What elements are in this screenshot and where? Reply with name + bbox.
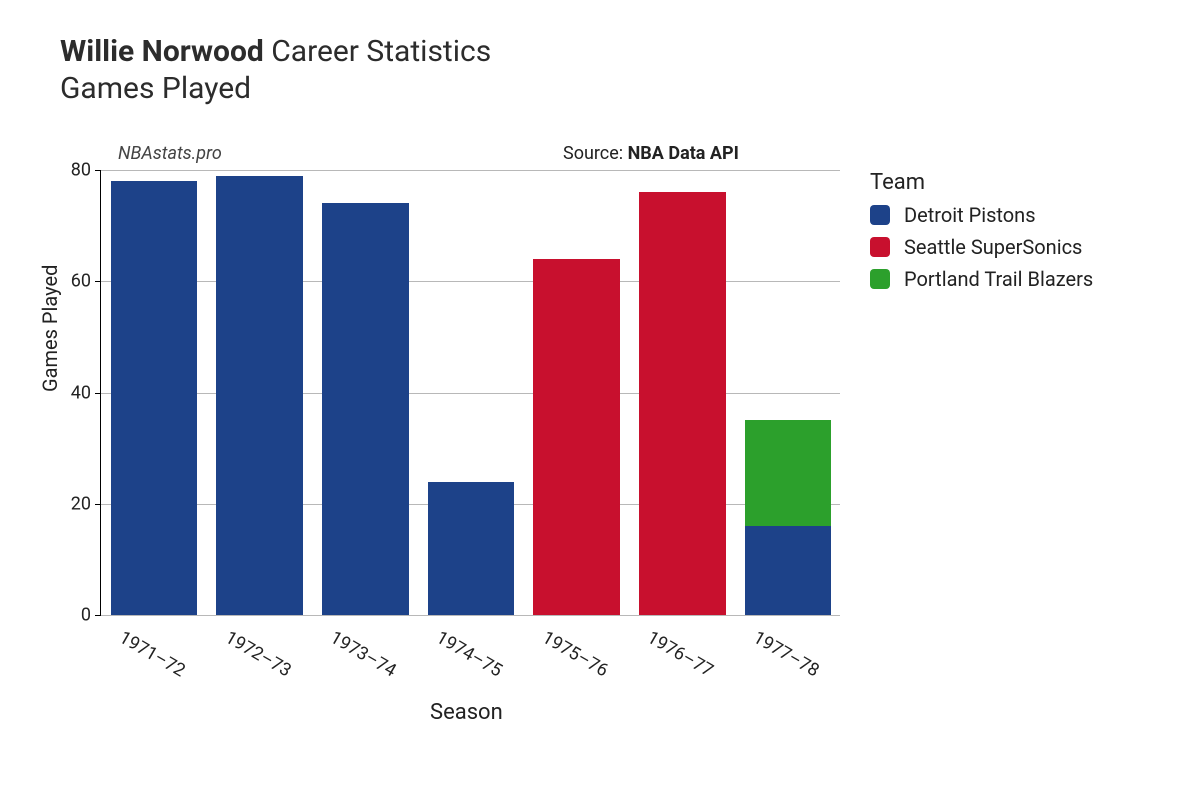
ytick-mark [95,281,101,282]
xtick-label: 1974–75 [433,627,506,681]
source-name: NBA Data API [628,143,739,164]
legend-item: Portland Trail Blazers [870,267,1093,291]
bar-segment [639,192,726,615]
legend-label: Seattle SuperSonics [904,235,1082,259]
legend-swatch [870,237,890,257]
ytick-mark [95,504,101,505]
legend-swatch [870,205,890,225]
gridline [101,393,840,394]
ytick-mark [95,393,101,394]
title-line-2: Games Played [60,71,491,106]
legend: Team Detroit Pistons Seattle SuperSonics P… [870,170,1093,299]
player-name: Willie Norwood [60,34,264,69]
plot-region: 0204060801971–721972–731973–741974–75197… [100,170,840,615]
bar-segment [111,181,198,615]
ytick-mark [95,170,101,171]
x-axis-label: Season [430,700,503,725]
source-attribution: Source: NBA Data API [563,143,739,164]
legend-item: Seattle SuperSonics [870,235,1093,259]
legend-label: Detroit Pistons [904,203,1036,227]
legend-title: Team [870,170,1093,195]
source-prefix: Source: [563,143,628,164]
chart-plot-area: 0204060801971–721972–731973–741974–75197… [100,170,840,615]
xtick-label: 1975–76 [538,627,611,681]
xtick-label: 1973–74 [327,627,400,681]
gridline [101,170,840,171]
bar-segment [745,526,832,615]
bar-segment [322,203,409,615]
bar-segment [216,176,303,615]
legend-item: Detroit Pistons [870,203,1093,227]
legend-swatch [870,269,890,289]
ytick-mark [95,615,101,616]
title-line-1: Willie Norwood Career Statistics [60,34,491,69]
ytick-label: 20 [51,493,91,514]
ytick-label: 80 [51,160,91,181]
bar-segment [533,259,620,615]
chart-title: Willie Norwood Career Statistics Games P… [60,34,491,106]
xtick-label: 1977–78 [750,627,823,681]
xtick-label: 1971–72 [115,627,188,681]
xtick-label: 1976–77 [644,627,717,681]
xtick-label: 1972–73 [221,627,294,681]
bar-segment [428,482,515,616]
legend-label: Portland Trail Blazers [904,267,1093,291]
gridline [101,281,840,282]
site-watermark: NBAstats.pro [118,143,222,164]
title-suffix: Career Statistics [264,34,491,69]
bar-segment [745,420,832,526]
gridline [101,615,840,616]
y-axis-label: Games Played [38,265,62,392]
ytick-label: 0 [51,605,91,626]
